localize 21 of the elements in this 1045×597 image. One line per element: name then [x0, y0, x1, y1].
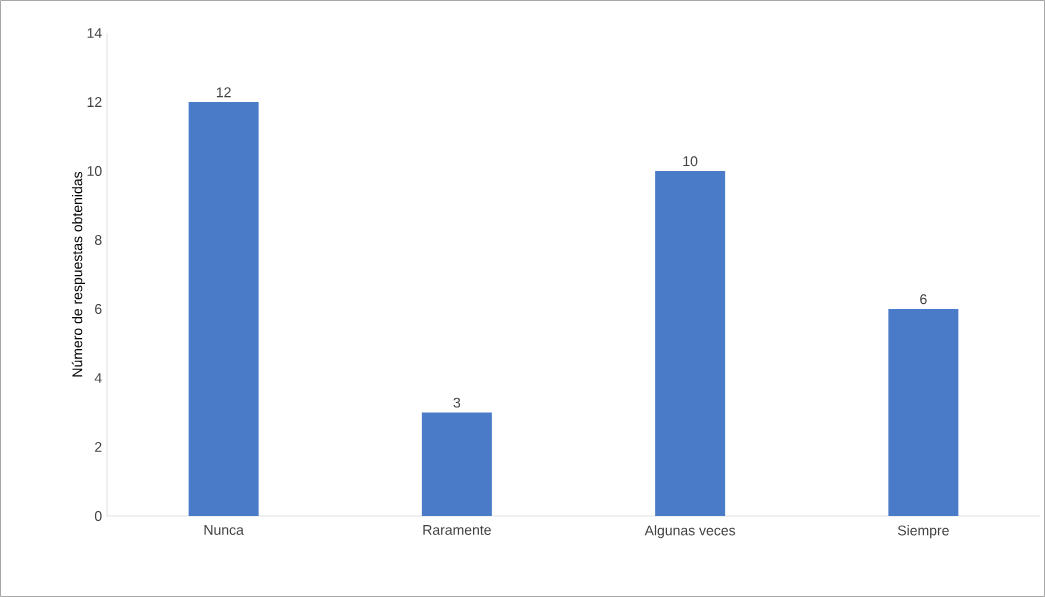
bar — [421, 412, 492, 516]
data-label: 3 — [453, 397, 461, 408]
y-tick-label: 6 — [95, 304, 102, 314]
y-axis-title: Número de respuestas obtenidas — [71, 171, 86, 377]
x-tick-label: Siempre — [897, 525, 949, 539]
data-label: 10 — [683, 156, 698, 167]
bar — [188, 101, 259, 516]
x-tick-label: Nunca — [204, 525, 244, 535]
bar — [888, 308, 959, 516]
y-tick-label: 10 — [87, 166, 102, 176]
bar — [655, 170, 726, 516]
y-tick-label: 14 — [87, 28, 102, 38]
x-tick-label: Raramente — [423, 525, 491, 535]
x-tick-label: Algunas veces — [644, 525, 736, 539]
data-label: 12 — [216, 87, 231, 98]
data-label: 6 — [920, 294, 927, 305]
y-tick-label: 0 — [94, 511, 102, 521]
y-tick-label: 12 — [87, 97, 102, 107]
y-tick-label: 4 — [94, 373, 102, 383]
y-tick-label: 8 — [94, 235, 102, 245]
y-tick-label: 2 — [95, 442, 102, 452]
